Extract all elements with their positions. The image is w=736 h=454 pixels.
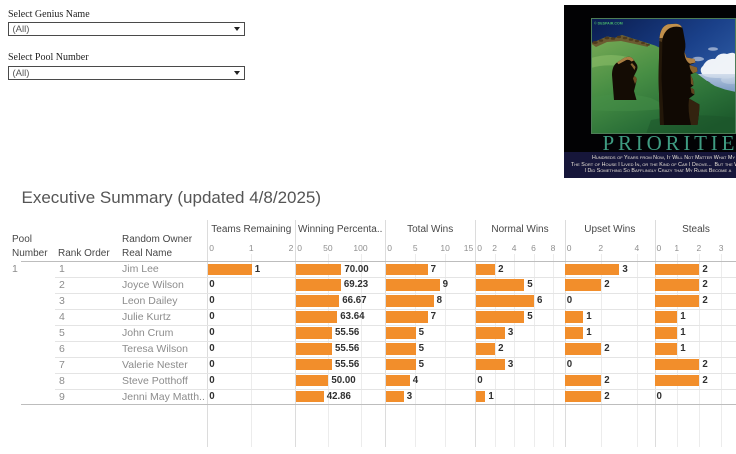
svg-text:© DESPAIR.COM: © DESPAIR.COM (594, 22, 623, 26)
